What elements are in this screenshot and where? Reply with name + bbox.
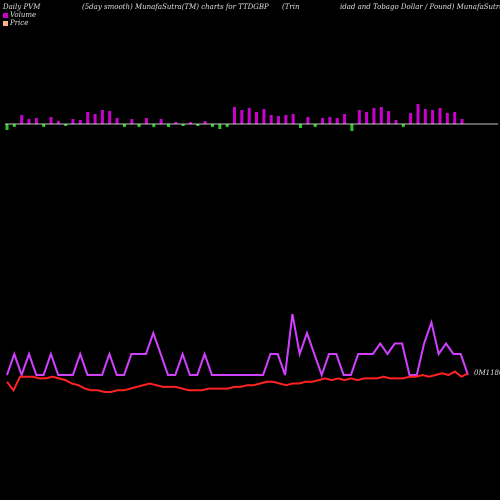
chart-title-center: (5day smooth) MunafaSutra(TM) charts for…: [82, 3, 269, 11]
volume-bar: [20, 115, 24, 124]
chart-title-right-a: (Trin: [282, 3, 300, 11]
volume-bar: [372, 108, 376, 124]
volume-bar: [86, 112, 90, 124]
volume-bar: [42, 124, 46, 127]
volume-bar: [203, 121, 207, 124]
volume-bar: [299, 124, 302, 128]
volume-bar: [5, 124, 9, 130]
volume-bar: [130, 119, 134, 124]
volume-bar: [277, 116, 280, 124]
volume-bar: [460, 119, 464, 124]
volume-bar: [225, 124, 229, 127]
volume-bar: [357, 110, 361, 124]
volume-bar: [291, 114, 295, 124]
volume-bar: [93, 114, 97, 124]
volume-bar: [108, 111, 112, 124]
volume-bar: [284, 115, 288, 124]
legend-volume-swatch: [3, 12, 8, 18]
volume-bar: [56, 121, 60, 124]
volume-bar: [321, 118, 325, 124]
volume-bar: [181, 124, 185, 126]
volume-bar: [453, 112, 457, 124]
volume-bar: [189, 122, 192, 124]
volume-bar: [387, 111, 391, 124]
chart-title-right-b: idad and Tobago Dollar / Pound) MunafaSu…: [340, 3, 500, 11]
volume-bar: [159, 119, 163, 124]
volume-bar: [306, 117, 310, 124]
volume-bar: [34, 118, 38, 124]
volume-bar: [379, 107, 383, 124]
volume-bar: [152, 124, 156, 127]
volume-bar: [71, 119, 75, 124]
volume-bar: [49, 117, 53, 124]
legend-volume: Volume: [3, 11, 36, 19]
volume-bar: [196, 124, 200, 126]
volume-bar: [328, 117, 332, 124]
volume-bar: [343, 114, 347, 124]
volume-bar: [313, 124, 317, 127]
volume-bar: [144, 118, 148, 124]
volume-bar: [409, 113, 413, 124]
volume-bar: [122, 124, 126, 127]
volume-bar: [247, 108, 251, 124]
volume-bar: [262, 109, 266, 124]
volume-bar: [240, 110, 244, 124]
volume-bar: [100, 110, 104, 124]
volume-bar: [64, 124, 68, 126]
volume-bar: [78, 120, 82, 124]
volume-bar: [350, 124, 354, 131]
last-price-label: 0M1180: [474, 369, 500, 377]
legend-price-label: Price: [10, 19, 29, 27]
volume-bar: [167, 124, 170, 127]
volume-bar: [115, 118, 119, 124]
volume-bar: [401, 124, 405, 127]
volume-bar: [233, 107, 236, 124]
volume-bar: [335, 118, 339, 124]
volume-bars: [5, 104, 464, 131]
volume-bar: [12, 124, 16, 127]
legend-price-swatch: [3, 20, 8, 26]
volume-bar: [365, 112, 369, 124]
legend-price: Price: [3, 19, 28, 27]
chart-title-left: Daily PVM: [3, 3, 41, 11]
volume-bar: [438, 108, 442, 124]
volume-bar: [27, 119, 31, 124]
volume-bar: [394, 120, 398, 124]
volume-bar: [174, 122, 178, 124]
volume-bar: [416, 104, 420, 124]
legend-volume-label: Volume: [10, 11, 37, 19]
price-line: [6, 370, 469, 393]
volume-bar: [218, 124, 222, 129]
volume-bar: [431, 110, 435, 124]
volume-bar: [269, 115, 273, 124]
volume-bar: [255, 112, 258, 124]
volume-bar: [423, 109, 427, 124]
volume-bar: [445, 113, 449, 124]
volume-bar: [137, 124, 141, 127]
pvm-line: [6, 313, 469, 379]
volume-bar: [211, 124, 214, 127]
